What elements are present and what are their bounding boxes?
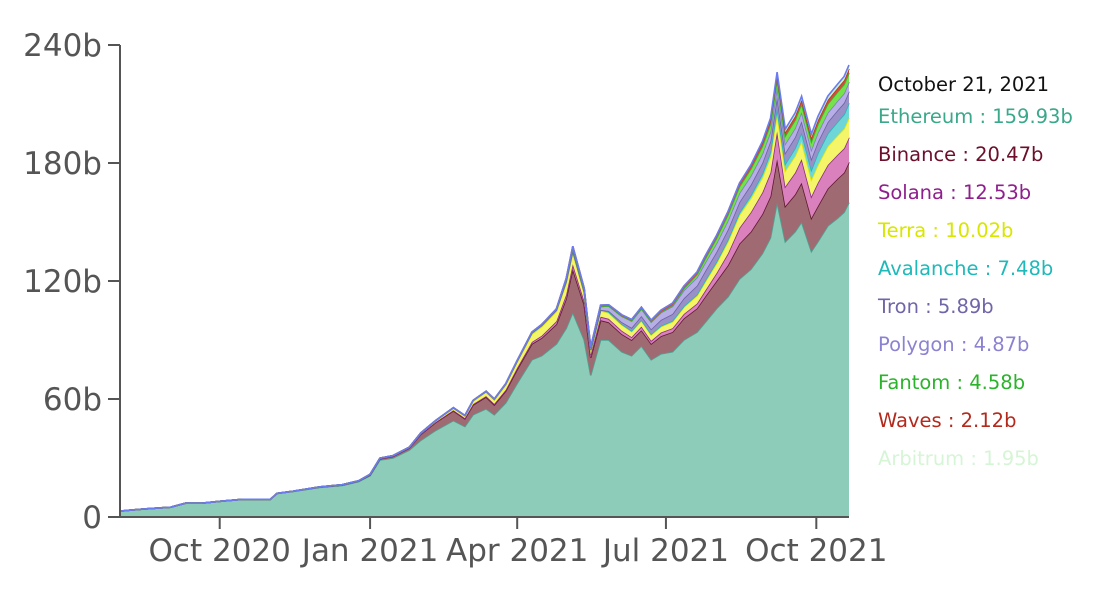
tooltip-entry: Terra : 10.02b [878, 219, 1014, 242]
tooltip-entry: Solana : 12.53b [878, 181, 1032, 204]
area-ethereum [120, 202, 849, 518]
tooltip-entry: Avalanche : 7.48b [878, 257, 1054, 280]
x-tick-label: Jul 2021 [601, 533, 729, 569]
series-areas [119, 64, 850, 518]
x-tick-label: Apr 2021 [446, 533, 588, 569]
tooltip-entry: Binance : 20.47b [878, 143, 1044, 166]
line-arbitrum [119, 64, 850, 512]
tooltip-date: October 21, 2021 [878, 73, 1050, 96]
tooltip-entry: Polygon : 4.87b [878, 333, 1030, 356]
tooltip-entry: Fantom : 4.58b [878, 371, 1026, 394]
x-tick-label: Oct 2021 [745, 533, 887, 569]
area-binance [120, 159, 849, 512]
axes: 0 60b 120b 180b 240b Oct 2020 Jan 2021 Apr 2021… [23, 28, 887, 569]
y-tick-label: 60b [43, 382, 102, 418]
tooltip-entry: Waves : 2.12b [878, 409, 1017, 432]
tooltip-entry: Arbitrum : 1.95b [878, 447, 1039, 470]
tooltip-entry: Tron : 5.89b [878, 295, 994, 318]
y-tick-label: 240b [23, 28, 102, 64]
tooltip-entry: Ethereum : 159.93b [878, 105, 1073, 128]
y-tick-label: 180b [23, 146, 102, 182]
y-tick-label: 0 [82, 500, 102, 536]
x-tick-label: Oct 2020 [149, 533, 291, 569]
y-tick-label: 120b [23, 264, 102, 300]
x-tick-label: Jan 2021 [300, 533, 439, 569]
